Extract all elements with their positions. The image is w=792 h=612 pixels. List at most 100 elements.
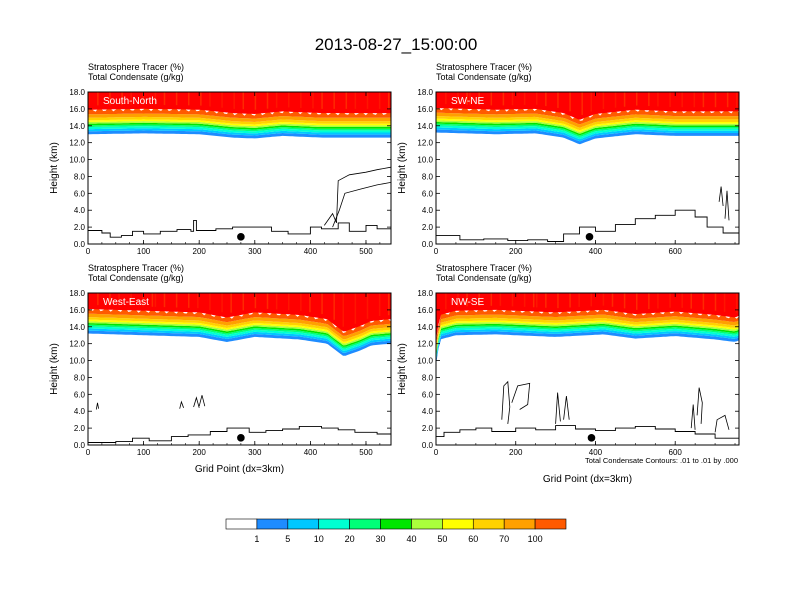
tracer-streak (535, 293, 538, 308)
tracer-streak (312, 92, 314, 109)
colorbar-label: 40 (406, 534, 416, 544)
tracer-streak (366, 92, 369, 109)
y-tick-label: 18.0 (69, 88, 85, 97)
tracer-streak (681, 92, 683, 108)
x-tick-label: 400 (304, 247, 318, 256)
tracer-streak (378, 92, 381, 109)
plot-frame (87, 292, 392, 446)
tracer-streak (121, 92, 123, 106)
tracer-streak (445, 293, 447, 310)
location-marker (585, 233, 594, 241)
contour-footnote: Total Condensate Contours: .01 to .01 by… (585, 456, 738, 465)
y-tick-label: 0.0 (422, 441, 434, 450)
tracer-streak (175, 293, 178, 308)
y-tick-label: 0.0 (74, 240, 86, 249)
panel-2: Stratosphere Tracer (%)Total Condensate … (397, 62, 740, 256)
colorbar-label: 20 (345, 534, 355, 544)
tracer-streak (523, 92, 526, 105)
tracer-band-4 (88, 324, 391, 349)
tracer-streak (354, 92, 357, 109)
plot-frame (435, 91, 740, 245)
colorbar-box-6 (380, 518, 412, 530)
tracer-band-8 (88, 116, 391, 125)
figure-title: 2013-08-27_15:00:00 (315, 35, 478, 54)
panel-header-condensate: Total Condensate (g/kg) (88, 273, 184, 283)
tracer-streak (466, 92, 468, 105)
y-axis-label: Height (km) (397, 343, 408, 395)
tracer-streak (614, 92, 617, 108)
x-tick-label: 200 (193, 247, 207, 256)
x-tick-label: 200 (193, 448, 207, 457)
colorbar-label: 5 (285, 534, 290, 544)
tracer-band-3 (88, 126, 391, 134)
x-tick-label: 300 (248, 247, 262, 256)
tracer-band-1 (436, 129, 739, 145)
colorbar-box-2 (256, 518, 289, 530)
tracer-streak (545, 92, 547, 107)
tracer-band-10 (436, 307, 739, 345)
tracer-band-5 (436, 122, 739, 136)
y-tick-label: 16.0 (69, 105, 85, 114)
tracer-band-2 (436, 127, 739, 142)
tracer-band-9 (436, 314, 739, 349)
tracer-streak (469, 92, 471, 105)
tracer-streak (97, 293, 99, 306)
tracer-streak (163, 92, 166, 105)
y-tick-label: 12.0 (69, 340, 85, 349)
tracer-streak (532, 293, 535, 308)
x-tick-label: 200 (509, 448, 523, 457)
tracer-streak (142, 293, 145, 307)
tracer-streak (445, 92, 447, 105)
panel-label: NW-SE (451, 297, 484, 308)
tracer-streak (535, 92, 538, 105)
tracer-streak (151, 293, 154, 307)
y-tick-label: 14.0 (69, 122, 85, 131)
tracer-band-2 (88, 328, 391, 353)
tracer-streak (142, 92, 145, 105)
y-tick-label: 8.0 (74, 172, 86, 181)
tracer-streak (154, 293, 157, 307)
condensate-contour (511, 382, 531, 410)
y-tick-label: 10.0 (417, 156, 433, 165)
tracer-streak (321, 293, 323, 315)
colorbar-box-5 (349, 518, 381, 530)
y-tick-label: 6.0 (74, 390, 86, 399)
y-tick-label: 4.0 (422, 407, 434, 416)
colorbar-label: 100 (528, 534, 543, 544)
colorbar-label: 70 (499, 534, 509, 544)
tracer-streak (378, 293, 381, 317)
tracer-streak (154, 92, 157, 105)
tracer-streak (354, 293, 357, 324)
tracer-streak (648, 293, 650, 310)
panel-header-tracer: Stratosphere Tracer (%) (88, 62, 184, 72)
tracer-streak (221, 92, 223, 108)
y-tick-label: 4.0 (74, 407, 86, 416)
tracer-streak (130, 92, 132, 105)
tracer-streak (197, 293, 199, 309)
tracer-streak (242, 293, 245, 311)
colorbar-box-3 (287, 518, 320, 530)
panel-header-tracer: Stratosphere Tracer (%) (436, 62, 532, 72)
tracer-streak (233, 92, 235, 109)
tracer-band-4 (436, 123, 739, 137)
tracer-streak (511, 92, 514, 106)
tracer-streak (602, 92, 605, 109)
panel-1: Stratosphere Tracer (%)Total Condensate … (49, 62, 392, 256)
tracer-streak (387, 92, 390, 109)
condensate-contour (724, 190, 730, 221)
tracer-streak (300, 92, 302, 108)
y-tick-label: 12.0 (417, 139, 433, 148)
plot-frame (87, 91, 392, 245)
tracer-band-2 (88, 128, 391, 136)
tracer-streak (669, 92, 671, 107)
tracer-streak (735, 92, 738, 108)
y-axis-label: Height (km) (49, 343, 60, 395)
tracer-band-9 (436, 112, 739, 128)
tracer-band-9 (88, 113, 391, 122)
y-tick-label: 16.0 (417, 306, 433, 315)
tracer-streak (735, 293, 738, 313)
x-tick-label: 400 (589, 448, 603, 457)
condensate-contour (323, 166, 391, 226)
y-tick-label: 16.0 (69, 306, 85, 315)
plot-area (88, 92, 391, 244)
